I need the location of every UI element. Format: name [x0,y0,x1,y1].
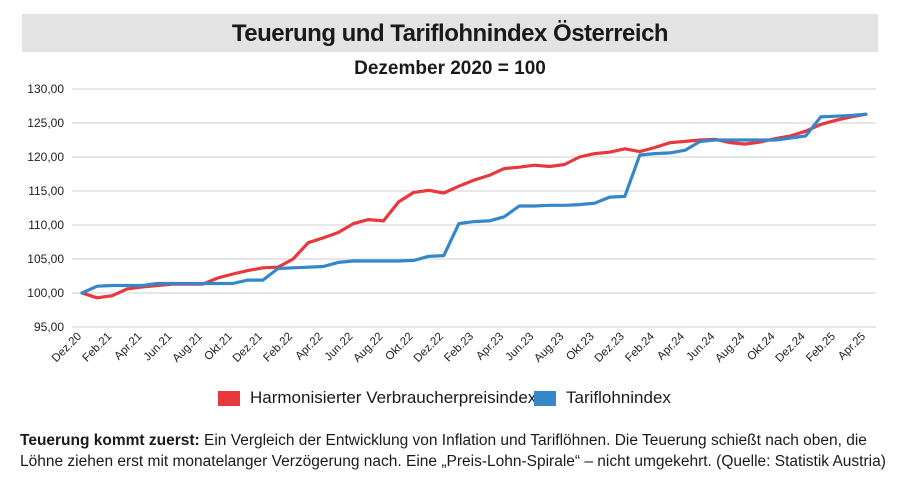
x-tick-label: Apr.24 [655,330,687,362]
x-tick-label: Apr.25 [836,331,868,363]
x-tick-label: Jun.23 [504,331,537,364]
x-tick-label: Jun.24 [684,330,717,363]
y-tick-label: 125,00 [27,116,64,130]
legend: Harmonisierter Verbraucherpreisindex Tar… [0,388,900,412]
y-tick-label: 100,00 [27,286,64,300]
x-tick-label: Feb.21 [80,331,114,365]
chart-subtitle: Dezember 2020 = 100 [354,58,546,79]
line-chart: 95,00 100,00 105,00 110,00 115,00 120,00 125,0… [27,82,876,365]
x-tick-label: Dez.22 [412,331,446,365]
x-tick-label: Aug.22 [351,331,385,365]
legend-item-tariflohn: Tariflohnindex [534,388,671,408]
x-tick-label: Dez.21 [231,331,265,365]
chart-title: Teuerung und Tariflohnindex Österreich [231,20,669,47]
legend-item-hvpi: Harmonisierter Verbraucherpreisindex [218,388,536,408]
y-tick-label: 105,00 [27,252,64,266]
legend-swatch-tariflohn [534,390,556,406]
x-tick-label: Feb.24 [623,330,657,364]
x-tick-label: Dez.23 [593,331,627,365]
x-tick-label: Aug.24 [713,330,748,365]
x-tick-label: Okt.23 [564,331,596,363]
caption: Teuerung kommt zuerst: Ein Vergleich der… [20,430,890,472]
x-tick-label: Dez.24 [774,330,809,365]
legend-label-tariflohn: Tariflohnindex [566,388,671,407]
x-tick-label: Jun.22 [323,331,356,364]
series-line-hvpi [80,112,868,300]
x-tick-label: Jun.21 [142,331,175,364]
title-bar: Teuerung und Tariflohnindex Österreich [22,14,878,52]
x-tick-label: Okt.21 [202,331,234,363]
y-tick-label: 130,00 [27,82,64,96]
x-tick-label: Aug.21 [170,331,204,365]
x-tick-label: Okt.22 [383,331,415,363]
legend-label-hvpi: Harmonisierter Verbraucherpreisindex [250,388,537,407]
x-tick-label: Apr.22 [293,331,325,363]
x-tick-label: Apr.23 [474,331,506,363]
y-tick-label: 120,00 [27,150,64,164]
x-tick-label: Okt.24 [745,330,778,363]
caption-text: Ein Vergleich der Entwicklung von Inflat… [20,432,886,470]
series-line-tariflohn [80,112,868,295]
x-tick-label: Aug.23 [532,331,566,365]
x-tick-label: Feb.23 [442,331,476,365]
x-tick-label: Dez.20 [50,331,84,365]
legend-swatch-hvpi [218,390,240,406]
x-tick-label: Feb.22 [261,331,295,365]
y-tick-label: 115,00 [28,184,64,198]
x-tick-label: Apr.21 [112,331,144,363]
caption-lead: Teuerung kommt zuerst: [20,432,200,449]
x-tick-label: Feb.25 [804,331,838,365]
y-tick-label: 110,00 [28,218,64,232]
y-tick-label: 95,00 [34,320,64,334]
